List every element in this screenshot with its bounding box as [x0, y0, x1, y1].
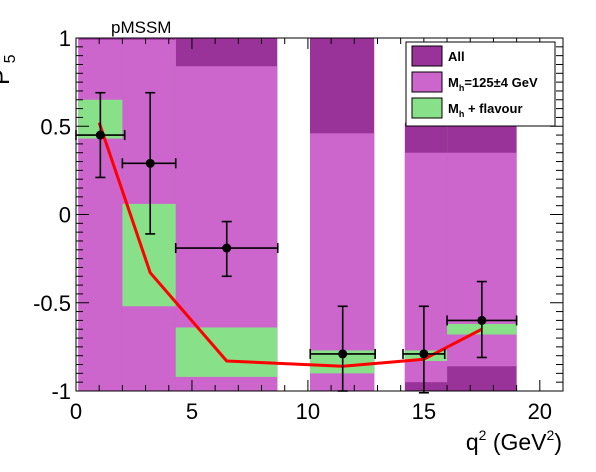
x-tick-label-0: 0: [70, 399, 82, 424]
y-tick-label-4: 1: [59, 26, 71, 51]
y-axis-label: P'5: [0, 54, 19, 85]
y-tick-label-1: -0.5: [33, 291, 71, 316]
x-tick-label-2: 10: [296, 399, 320, 424]
point-marker-3: [338, 349, 348, 359]
y-tick-label-2: 0: [59, 203, 71, 228]
x-tick-label-1: 5: [186, 399, 198, 424]
point-marker-1: [145, 158, 155, 168]
legend-swatch-2: [411, 97, 443, 119]
legend-label-1: Mh=125±4 GeV: [448, 75, 538, 93]
legend-label-2: Mh + flavour: [448, 101, 523, 119]
x-axis-label: q2 (GeV2): [466, 427, 562, 455]
legend-swatch-0: [411, 45, 443, 67]
x-axis-unit-superscript: 2: [547, 427, 555, 443]
point-marker-5: [477, 315, 487, 325]
point-marker-4: [419, 349, 429, 359]
axis-tick-labels: 0 5 10 15 20 -1 -0.5 0 0.5 1: [33, 26, 552, 424]
point-marker-2: [222, 243, 232, 253]
x-tick-label-4: 20: [528, 399, 552, 424]
x-axis-label-superscript: 2: [479, 427, 487, 443]
legend-swatch-1: [411, 71, 443, 93]
legend: All Mh=125±4 GeV Mh + flavour: [405, 41, 556, 127]
chart-title: pMSSM: [111, 18, 171, 37]
measurement-points: [75, 91, 518, 394]
y-tick-label-3: 0.5: [40, 114, 71, 139]
x-tick-label-3: 15: [412, 399, 436, 424]
legend-label-0: All: [448, 49, 465, 64]
band-mh-4: [404, 152, 448, 383]
y-tick-label-0: -1: [51, 379, 71, 404]
point-marker-0: [95, 130, 105, 140]
y-axis-label-subscript: 5: [2, 54, 19, 63]
band-flavour-2: [175, 327, 278, 377]
